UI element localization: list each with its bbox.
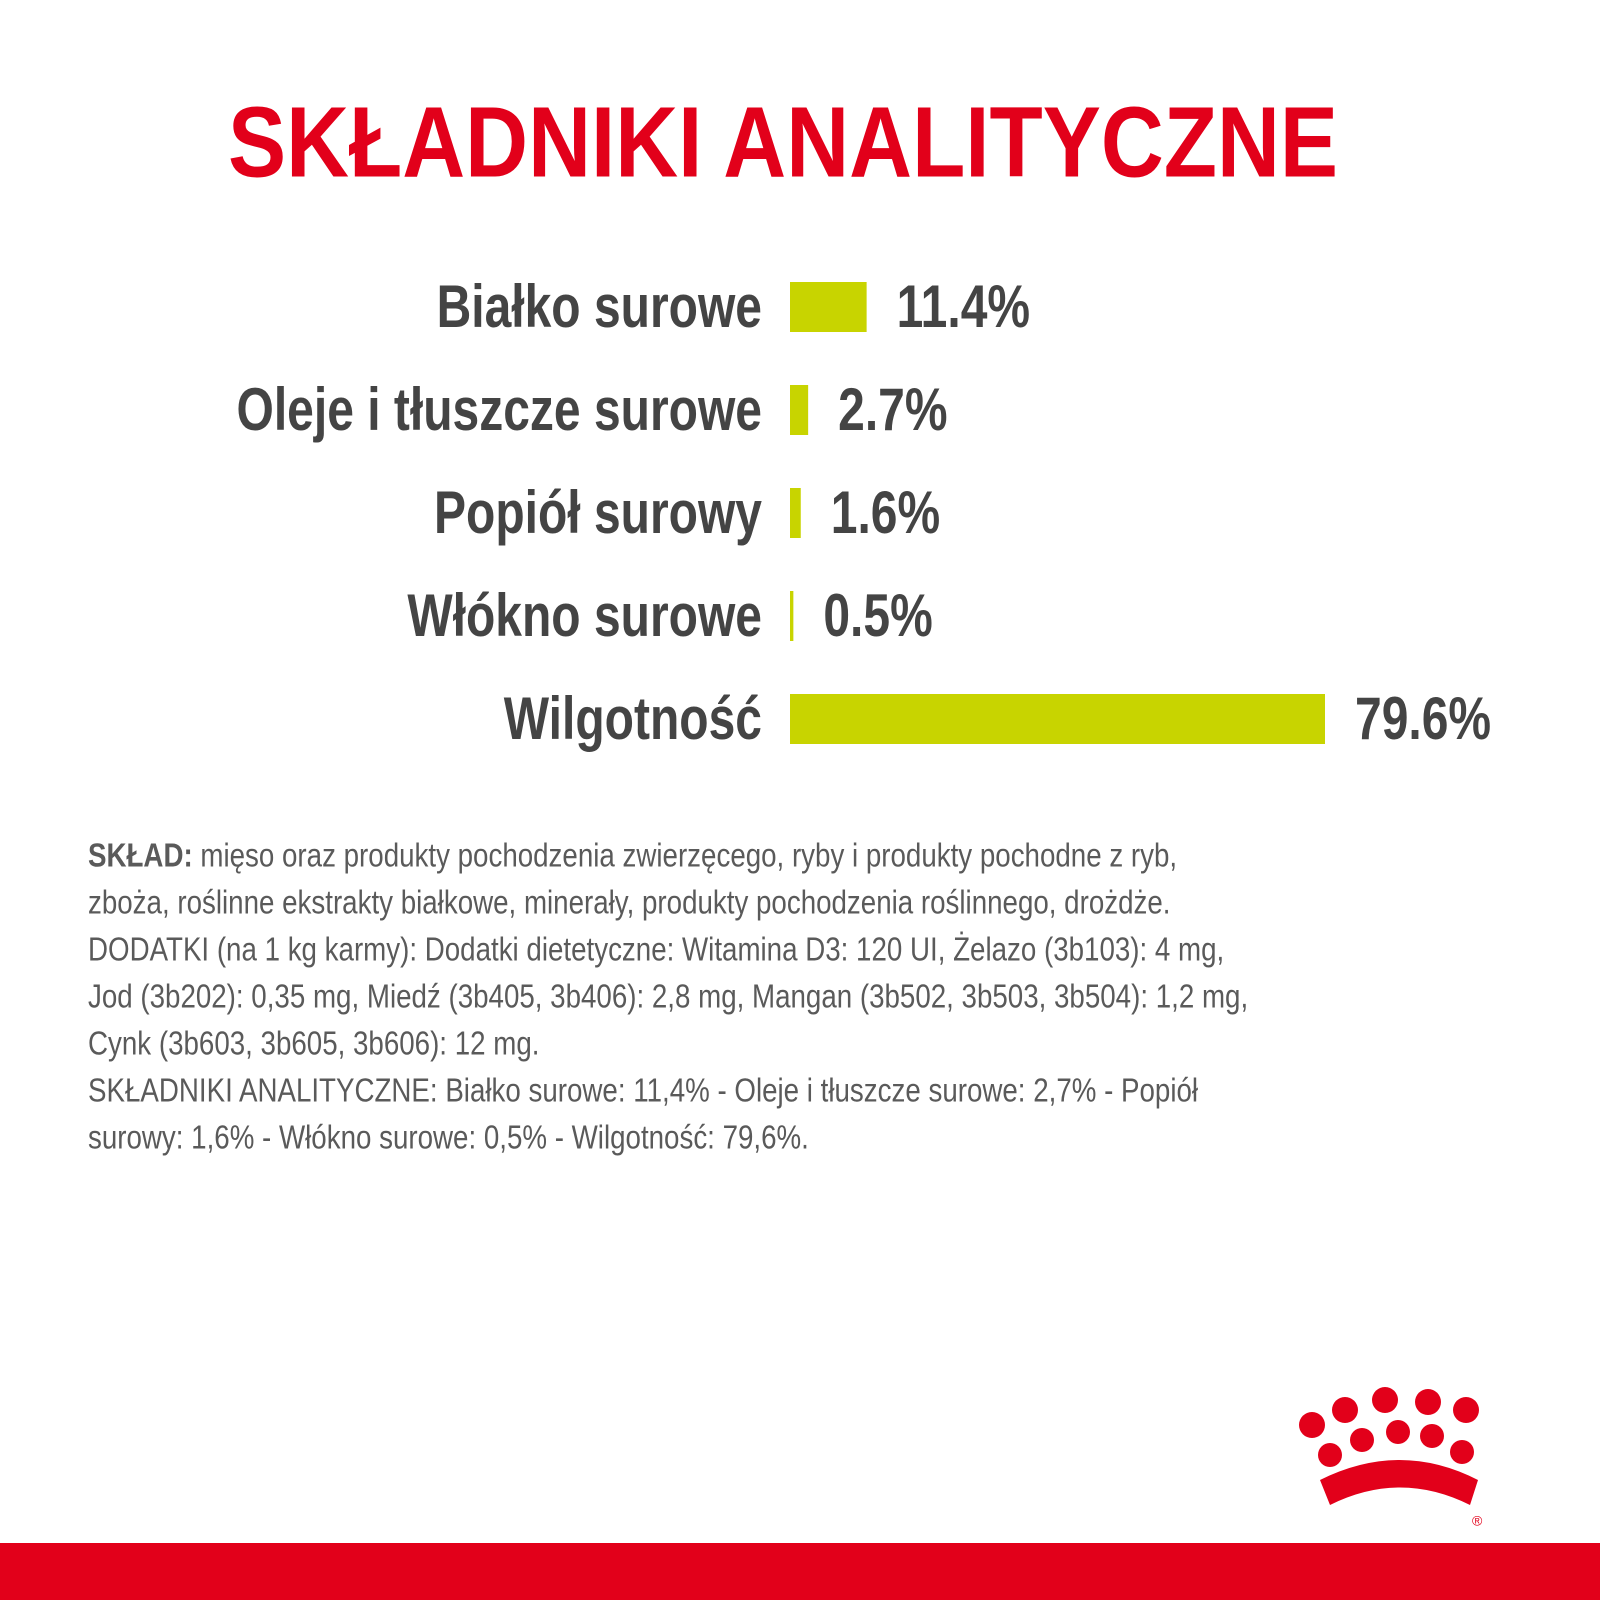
logo: ® xyxy=(1299,1387,1483,1529)
composition-text: Cynk (3b603, 3b605, 3b606): 12 mg. xyxy=(88,1025,539,1062)
bar xyxy=(790,488,801,538)
category-label-group: Oleje i tłuszcze surowe xyxy=(237,376,762,443)
category-label: Wilgotność xyxy=(504,685,762,752)
category-label-group: Popiół surowy xyxy=(434,479,762,546)
logo-dot xyxy=(1450,1440,1474,1464)
bar xyxy=(790,694,1325,744)
value-label: 2.7% xyxy=(838,376,947,443)
value-label-group: 0.5% xyxy=(823,582,932,649)
composition-line: SKŁAD: mięso oraz produkty pochodzenia z… xyxy=(88,837,1177,874)
logo-crown xyxy=(1320,1460,1478,1505)
category-label-group: Włókno surowe xyxy=(407,582,762,649)
logo-dot xyxy=(1415,1389,1441,1415)
composition-line: SKŁADNIKI ANALITYCZNE: Białko surowe: 11… xyxy=(88,1072,1198,1109)
value-label: 1.6% xyxy=(831,479,940,546)
value-label-group: 79.6% xyxy=(1355,685,1491,752)
value-label-group: 2.7% xyxy=(838,376,947,443)
logo-dot xyxy=(1318,1443,1342,1467)
value-label: 79.6% xyxy=(1355,685,1491,752)
bar xyxy=(790,385,809,435)
composition-line: surowy: 1,6% - Włókno surowe: 0,5% - Wil… xyxy=(88,1119,809,1156)
logo-dot xyxy=(1420,1424,1444,1448)
composition-text: surowy: 1,6% - Włókno surowe: 0,5% - Wil… xyxy=(88,1119,809,1156)
composition-text: zboża, roślinne ekstrakty białkowe, mine… xyxy=(88,884,1170,921)
value-label: 0.5% xyxy=(823,582,932,649)
logo-dot xyxy=(1332,1397,1358,1423)
bar-rows: Białko surowe 11.4% Oleje i tłuszcze surow… xyxy=(237,273,1492,752)
logo-dot xyxy=(1350,1428,1374,1452)
logo-dot xyxy=(1299,1412,1325,1438)
composition-text: SKŁADNIKI ANALITYCZNE: Białko surowe: 11… xyxy=(88,1072,1198,1109)
composition-text: DODATKI (na 1 kg karmy): Dodatki dietety… xyxy=(88,930,1224,968)
composition: SKŁAD: mięso oraz produkty pochodzenia z… xyxy=(88,837,1248,1156)
bar xyxy=(790,282,867,332)
composition-line: zboża, roślinne ekstrakty białkowe, mine… xyxy=(88,884,1170,921)
category-label-group: Wilgotność xyxy=(504,685,762,752)
category-label: Białko surowe xyxy=(437,273,762,340)
chart-title: SKŁADNIKI ANALITYCZNE xyxy=(228,86,1338,198)
value-label-group: 11.4% xyxy=(897,273,1030,340)
logo-dot xyxy=(1372,1387,1398,1413)
category-label: Popiół surowy xyxy=(434,479,762,546)
value-label: 11.4% xyxy=(897,273,1030,340)
logo-dot xyxy=(1453,1397,1479,1423)
logo-mark: ® xyxy=(1472,1513,1483,1529)
composition-label: SKŁAD: xyxy=(88,837,193,874)
composition-text: Jod (3b202): 0,35 mg, Miedź (3b405, 3b40… xyxy=(88,978,1248,1015)
value-label-group: 1.6% xyxy=(831,479,940,546)
category-label-group: Białko surowe xyxy=(437,273,762,340)
category-label: Włókno surowe xyxy=(407,582,762,649)
category-label: Oleje i tłuszcze surowe xyxy=(237,376,762,443)
composition-line: Cynk (3b603, 3b605, 3b606): 12 mg. xyxy=(88,1025,539,1062)
bar xyxy=(790,591,794,641)
composition-line: Jod (3b202): 0,35 mg, Miedź (3b405, 3b40… xyxy=(88,978,1248,1015)
logo-dot xyxy=(1386,1420,1410,1444)
bottom-band xyxy=(0,1543,1600,1600)
composition-line: DODATKI (na 1 kg karmy): Dodatki dietety… xyxy=(88,930,1224,968)
composition-text: mięso oraz produkty pochodzenia zwierzęc… xyxy=(193,837,1177,874)
